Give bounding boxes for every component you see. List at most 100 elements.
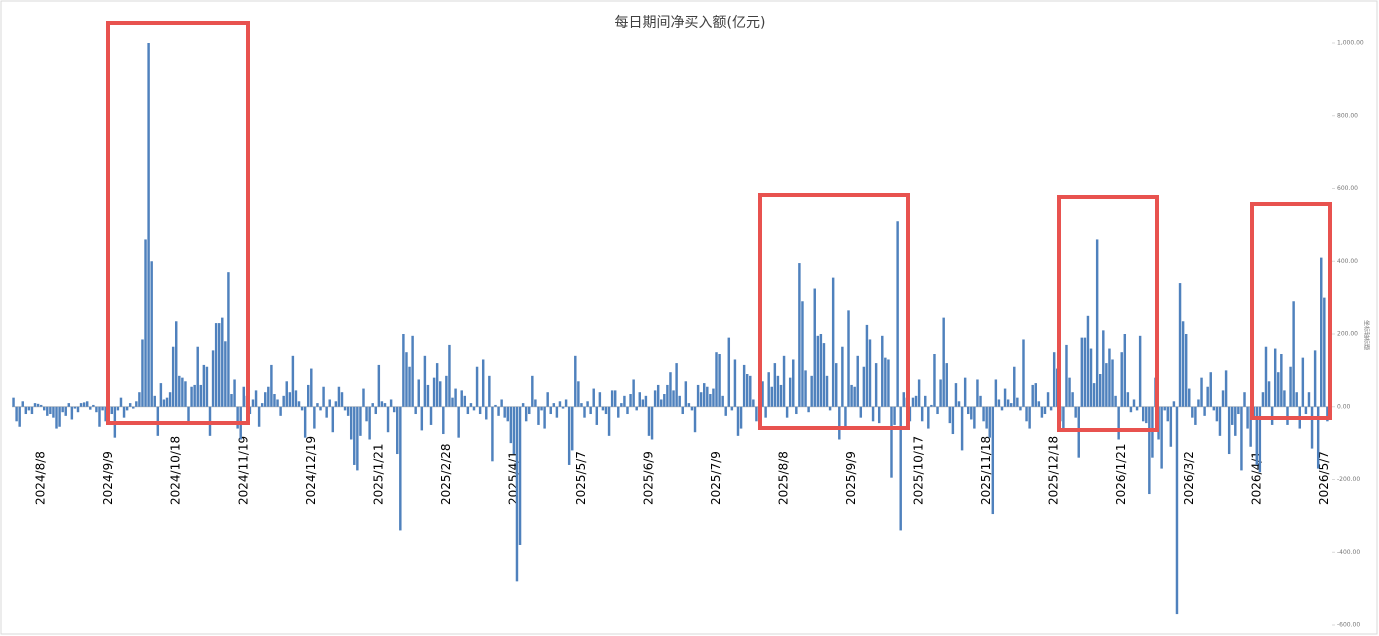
bar xyxy=(49,406,52,415)
bar xyxy=(1277,372,1280,407)
highlight-box xyxy=(758,193,910,430)
bar xyxy=(678,395,681,407)
bar xyxy=(841,346,844,407)
bar xyxy=(138,392,141,407)
bar xyxy=(349,406,353,440)
bar xyxy=(254,390,258,407)
bar xyxy=(715,352,718,407)
bar xyxy=(684,381,688,407)
y-tick-label: -400.00 xyxy=(1337,549,1360,556)
bar xyxy=(497,406,500,416)
bar xyxy=(1255,406,1259,465)
bar xyxy=(727,337,731,407)
bar xyxy=(362,388,365,407)
bar xyxy=(930,404,933,407)
bar xyxy=(703,383,706,407)
bar xyxy=(190,386,193,407)
bar xyxy=(623,395,626,407)
bar xyxy=(122,406,126,418)
bar xyxy=(1295,392,1298,407)
bar xyxy=(128,403,132,407)
bar xyxy=(417,379,420,407)
bar xyxy=(696,384,700,407)
bar xyxy=(55,406,58,429)
bar xyxy=(1145,406,1148,424)
bar xyxy=(663,394,666,407)
bar xyxy=(795,406,798,415)
bar xyxy=(307,384,310,407)
bar xyxy=(641,399,645,407)
bar xyxy=(1307,392,1311,407)
bar xyxy=(328,399,331,407)
bar xyxy=(917,379,921,407)
bar xyxy=(927,406,930,429)
bar xyxy=(1188,388,1191,407)
bar xyxy=(1172,401,1176,407)
bar xyxy=(178,375,181,407)
bar xyxy=(1227,406,1231,455)
bar xyxy=(346,406,350,416)
bar xyxy=(583,406,586,418)
y-tick-label: 400.00 xyxy=(1337,258,1358,265)
bar xyxy=(653,390,657,407)
bar xyxy=(27,406,31,411)
bar xyxy=(626,406,629,415)
bar xyxy=(1270,406,1274,425)
bar xyxy=(669,372,672,407)
bar xyxy=(924,395,927,407)
bar xyxy=(1129,406,1133,413)
x-tick-label: 2025/10/17 xyxy=(912,436,926,505)
bar xyxy=(1304,406,1308,415)
bar xyxy=(1074,406,1077,418)
bar xyxy=(745,374,749,407)
bar xyxy=(1163,406,1166,411)
bar xyxy=(110,406,113,415)
bar xyxy=(95,406,98,413)
bar xyxy=(558,401,562,407)
bar xyxy=(466,406,470,415)
bar xyxy=(420,406,424,431)
bar xyxy=(1028,406,1031,429)
bar xyxy=(960,406,964,451)
bar xyxy=(506,406,509,422)
bar xyxy=(724,406,727,416)
bar xyxy=(472,406,476,411)
bar xyxy=(319,406,322,411)
bar xyxy=(147,43,150,407)
bar xyxy=(439,381,442,407)
bar xyxy=(214,323,218,407)
bar xyxy=(217,323,221,407)
y-tick-label: -200.00 xyxy=(1337,476,1360,483)
bar xyxy=(835,363,838,407)
bar xyxy=(399,406,402,531)
bar xyxy=(1169,406,1173,447)
bar xyxy=(153,395,156,407)
bar xyxy=(1221,390,1225,407)
bar xyxy=(687,403,691,407)
bar xyxy=(819,334,823,407)
bar xyxy=(251,399,255,407)
bar xyxy=(276,399,279,407)
bar xyxy=(1292,301,1295,407)
bar xyxy=(531,375,534,407)
bar xyxy=(638,392,641,407)
bar xyxy=(580,403,583,407)
bar xyxy=(181,377,184,407)
y-tick-label: 0.00 xyxy=(1337,403,1351,410)
bar xyxy=(561,406,565,409)
bar xyxy=(1095,239,1099,407)
bar xyxy=(408,366,411,407)
bar xyxy=(709,394,712,407)
bar xyxy=(1203,406,1206,416)
bar xyxy=(798,263,801,407)
bar xyxy=(838,406,841,440)
bar xyxy=(515,406,519,582)
bar xyxy=(871,406,875,422)
bar xyxy=(1160,406,1163,469)
bar xyxy=(322,386,325,407)
bar xyxy=(942,317,945,407)
bar xyxy=(859,406,863,418)
bar xyxy=(1080,337,1084,407)
bar xyxy=(706,386,709,407)
bar xyxy=(749,375,752,407)
